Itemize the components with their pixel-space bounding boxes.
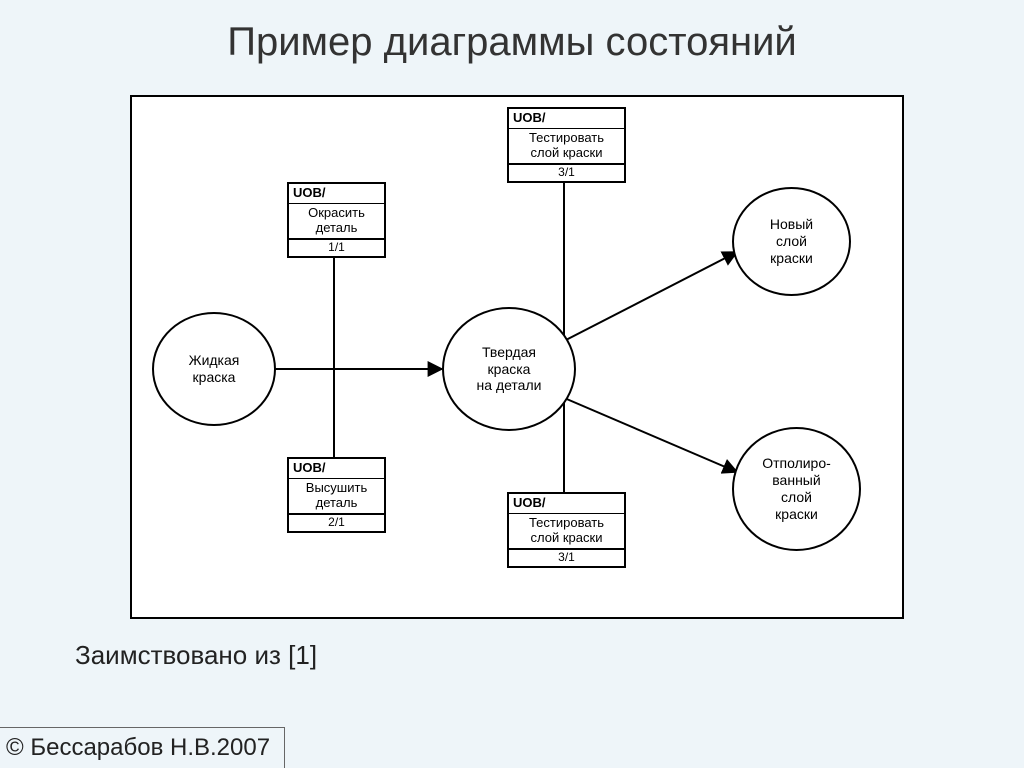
state-s1: Жидкаякраска	[152, 312, 276, 426]
uob-u4: UOB/Тестироватьслой краски3/1	[507, 492, 626, 568]
uob-body: Тестироватьслой краски	[509, 129, 624, 163]
state-s3: Новыйслойкраски	[732, 187, 851, 296]
uob-head: UOB/	[509, 494, 624, 514]
uob-u3: UOB/Тестироватьслой краски3/1	[507, 107, 626, 183]
state-s2: Твердаякраскана детали	[442, 307, 576, 431]
uob-u2: UOB/Высушитьдеталь2/1	[287, 457, 386, 533]
uob-head: UOB/	[509, 109, 624, 129]
uob-body: Тестироватьслой краски	[509, 514, 624, 548]
diagram-frame: Жидкаякраска Твердаякраскана детали Новыйс…	[130, 95, 904, 619]
uob-foot: 3/1	[509, 548, 624, 566]
page-title: Пример диаграммы состояний	[0, 0, 1024, 75]
uob-head: UOB/	[289, 184, 384, 204]
uob-u1: UOB/Окраситьдеталь1/1	[287, 182, 386, 258]
caption: Заимствовано из [1]	[75, 640, 317, 671]
uob-body: Высушитьдеталь	[289, 479, 384, 513]
edge	[562, 397, 737, 472]
uob-body: Окраситьдеталь	[289, 204, 384, 238]
edge	[562, 252, 737, 342]
uob-head: UOB/	[289, 459, 384, 479]
copyright: © Бессарабов Н.В.2007	[0, 727, 285, 768]
state-s4: Отполиро-ванныйслойкраски	[732, 427, 861, 551]
uob-foot: 3/1	[509, 163, 624, 181]
uob-foot: 2/1	[289, 513, 384, 531]
uob-foot: 1/1	[289, 238, 384, 256]
